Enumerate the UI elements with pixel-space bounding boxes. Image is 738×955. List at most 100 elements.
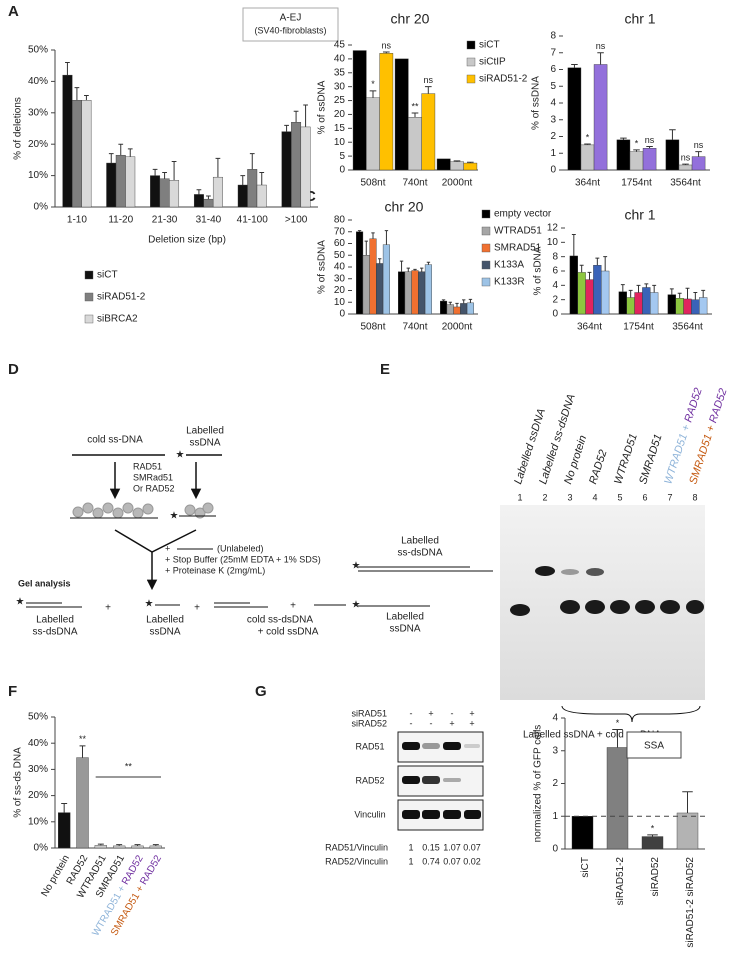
bar (353, 51, 366, 170)
y-tick-label: 30% (28, 107, 48, 118)
error-bar (420, 268, 423, 272)
x-tick-label: 740nt (402, 178, 427, 189)
y-tick-label: 8 (552, 251, 558, 262)
legend-label: siCtIP (479, 57, 506, 68)
chart-title: chr 1 (624, 207, 655, 223)
diagram-text: + (165, 543, 170, 553)
error-bar (682, 792, 693, 813)
bar (692, 157, 705, 170)
bar (586, 280, 594, 314)
y-tick-label: 40 (334, 262, 346, 273)
error-bar (701, 290, 705, 297)
bar (467, 303, 474, 314)
error-bar (365, 241, 368, 255)
label-star: ★ (352, 561, 361, 572)
bar (63, 75, 72, 207)
bar (699, 298, 707, 314)
error-bar (637, 285, 641, 292)
x-tick-label: 364nt (577, 322, 602, 333)
error-bar (597, 53, 604, 65)
y-tick-label: 60 (334, 238, 346, 249)
y-tick-label: 0% (34, 843, 49, 854)
bar (691, 300, 699, 314)
x-tick-label: siRAD51-2 (615, 857, 626, 906)
lane-label: No protein (562, 434, 589, 486)
chart-subtitle: (SV40-fibroblasts) (254, 25, 326, 35)
lane-number: 4 (592, 492, 597, 502)
label-star: ★ (145, 599, 154, 610)
quant-value: 0.74 (422, 856, 440, 866)
error-bar (629, 290, 633, 297)
panel-letter: G (255, 683, 267, 700)
significance-label: ns (694, 140, 704, 150)
error-bar (383, 52, 390, 53)
protein-label: RAD51 (355, 741, 384, 751)
bar (679, 165, 692, 170)
x-tick-label: 31-40 (196, 215, 222, 226)
error-bar (206, 196, 211, 199)
diagram-text: Labelled (36, 615, 74, 626)
y-tick-label: 30% (28, 764, 48, 775)
bar (116, 155, 125, 207)
bar (366, 98, 379, 170)
significance-label: ns (596, 41, 606, 51)
brace (562, 706, 700, 722)
panel-letter: E (380, 361, 390, 378)
significance-label: ns (382, 40, 392, 50)
error-bar (240, 176, 245, 185)
bar (248, 169, 257, 207)
error-bar (449, 302, 452, 304)
y-tick-label: 10 (334, 297, 346, 308)
gel-side-label: ssDNA (389, 624, 420, 635)
bar (412, 271, 419, 314)
bar (282, 132, 291, 207)
error-bar (425, 87, 432, 94)
error-bar (400, 261, 403, 272)
bar (408, 117, 421, 170)
significance-label: ** (79, 734, 87, 744)
bar (607, 747, 628, 849)
diagram-heading: Gel analysis (18, 578, 71, 588)
diagram-text: + Stop Buffer (25mM EDTA + 1% SDS) (165, 554, 321, 564)
diagram-text: + cold ssDNA (258, 627, 319, 638)
lane-number: 1 (517, 492, 522, 502)
error-bar (75, 88, 80, 101)
gel-side-label: Labelled (386, 612, 424, 623)
error-bar (686, 288, 690, 299)
y-tick-label: 0 (552, 844, 558, 855)
significance-label: * (651, 823, 655, 833)
x-tick-label: 3564nt (670, 178, 701, 189)
bar (356, 232, 363, 314)
lane-number: 2 (542, 492, 547, 502)
y-tick-label: 0 (552, 309, 558, 320)
gel: ★ ★ Labelled ss-dsDNA Labelled ssDNA Lab… (352, 505, 705, 741)
x-tick-label: 2000nt (442, 178, 473, 189)
error-bar (61, 803, 67, 812)
legend-label: siCT (479, 40, 500, 51)
bar (627, 298, 635, 314)
diagram-text: SMRad51 (133, 472, 173, 482)
error-bar (595, 258, 599, 265)
x-tick-label: 11-20 (108, 215, 133, 226)
bar (684, 299, 692, 314)
bar (405, 272, 412, 314)
error-bar (620, 138, 627, 140)
error-bar (647, 835, 658, 837)
y-tick-label: 5 (339, 151, 345, 162)
y-tick-label: 4 (552, 280, 558, 291)
y-tick-label: 20% (28, 139, 48, 150)
legend-label: K133R (494, 277, 525, 288)
y-tick-label: 3 (550, 114, 556, 125)
y-tick-label: 6 (550, 64, 556, 75)
bar (383, 245, 390, 314)
diagram-text: Labelled (186, 426, 224, 437)
error-bar (371, 233, 374, 239)
bar (150, 846, 162, 848)
y-tick-label: 50% (28, 712, 48, 723)
quant-value: 1 (408, 842, 413, 852)
y-tick-label: 80 (334, 215, 346, 226)
gel-side-label: ss-dsDNA (397, 548, 442, 559)
y-axis-label: % of ssDNA (317, 240, 328, 294)
y-tick-label: 40% (28, 738, 48, 749)
error-bar (303, 105, 308, 127)
